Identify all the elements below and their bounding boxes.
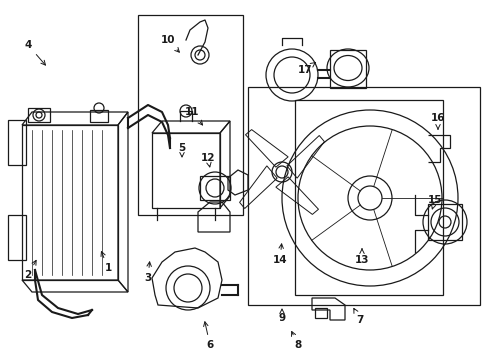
Text: 9: 9: [278, 309, 286, 323]
Bar: [8, 215, 26, 260]
Bar: [330, 50, 366, 88]
Text: 8: 8: [292, 332, 302, 350]
Bar: [152, 133, 220, 208]
Text: 6: 6: [204, 322, 214, 350]
Text: 13: 13: [355, 249, 369, 265]
Text: 2: 2: [24, 260, 36, 280]
Bar: [8, 120, 26, 165]
Bar: [138, 15, 243, 215]
Text: 5: 5: [178, 143, 186, 157]
Text: 3: 3: [145, 262, 151, 283]
Bar: [248, 87, 480, 305]
Text: 11: 11: [185, 107, 202, 125]
Text: 15: 15: [428, 195, 442, 209]
Bar: [200, 176, 230, 200]
Text: 10: 10: [161, 35, 179, 52]
Bar: [295, 100, 443, 295]
Text: 17: 17: [298, 63, 316, 75]
Text: 7: 7: [354, 309, 364, 325]
Text: 4: 4: [24, 40, 46, 65]
Text: 1: 1: [101, 252, 112, 273]
Bar: [315, 308, 327, 318]
Bar: [428, 204, 462, 240]
Text: 14: 14: [273, 244, 287, 265]
Bar: [28, 108, 50, 122]
Bar: [90, 110, 108, 122]
Text: 12: 12: [201, 153, 215, 167]
Text: 16: 16: [431, 113, 445, 129]
